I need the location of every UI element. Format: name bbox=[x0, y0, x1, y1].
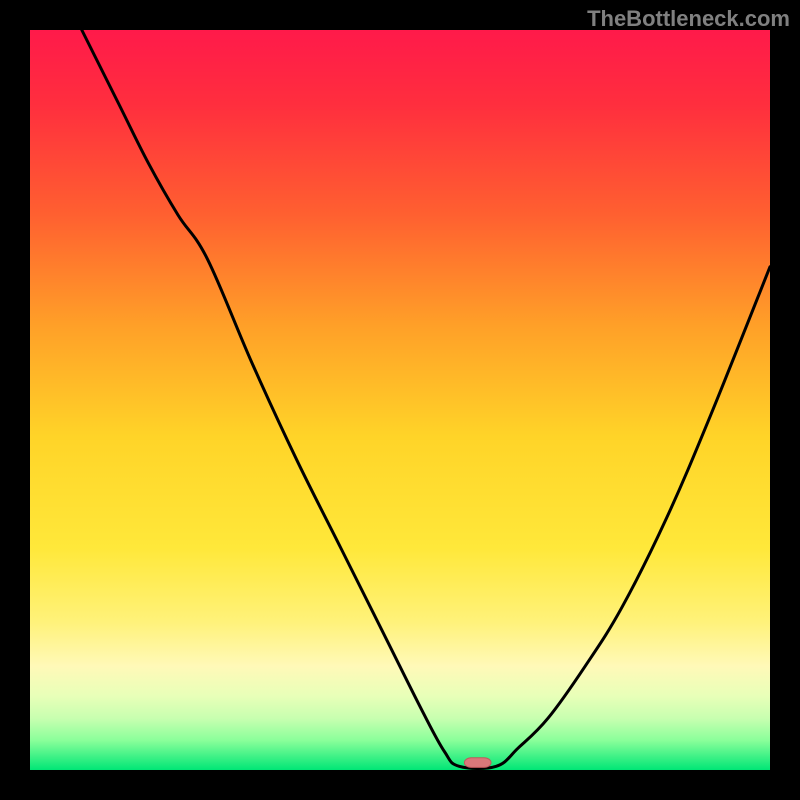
plot-background bbox=[30, 30, 770, 770]
optimal-point-marker bbox=[464, 758, 491, 768]
chart-container: TheBottleneck.com bbox=[0, 0, 800, 800]
watermark-text: TheBottleneck.com bbox=[587, 6, 790, 32]
bottleneck-chart bbox=[0, 0, 800, 800]
